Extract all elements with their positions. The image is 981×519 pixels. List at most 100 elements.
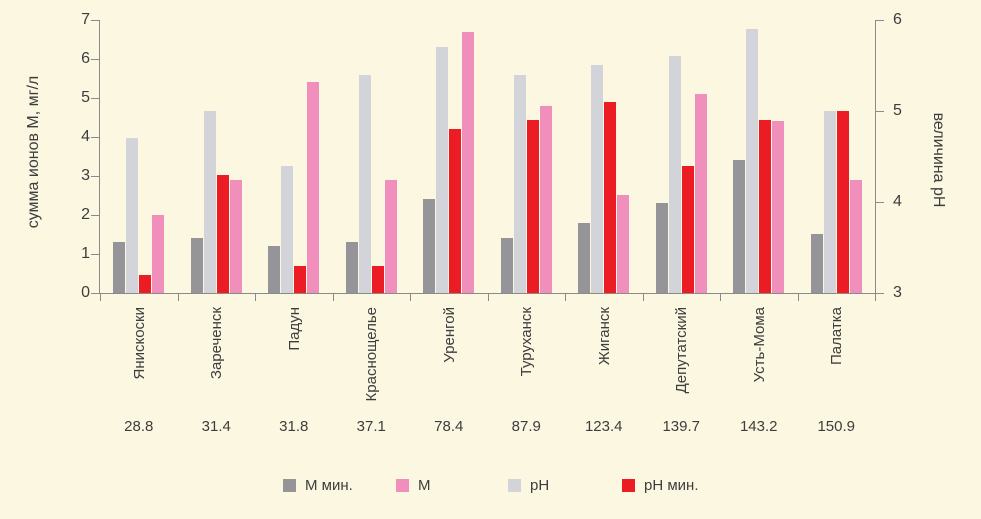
bar-ph-мин (294, 266, 307, 293)
bar-ph-мин (836, 111, 849, 293)
category-value: 31.4 (201, 418, 231, 435)
right-axis-tick-label: 5 (893, 102, 902, 119)
x-axis-tick (332, 294, 334, 301)
bar-ph-мин (604, 102, 617, 293)
bar-group-депутатский (643, 20, 721, 293)
bar-м (307, 82, 320, 293)
bar-м (384, 180, 397, 293)
bar-м (539, 106, 552, 293)
bar-ph (126, 138, 139, 293)
bar-ph (358, 75, 371, 293)
legend-swatch-м (396, 479, 409, 492)
x-axis-tick (642, 294, 644, 301)
right-axis-tick-label: 6 (893, 11, 902, 28)
right-axis-tick-label: 4 (893, 193, 902, 210)
bar-ph (591, 65, 604, 293)
x-axis-tick (177, 294, 179, 301)
legend-swatch-ph-мин (622, 479, 635, 492)
bar-group-падун (255, 20, 333, 293)
bar-group-туруханск (488, 20, 566, 293)
bar-ph-мин (759, 120, 772, 293)
legend-item-м-мин: М мин. (283, 477, 353, 494)
left-axis-tick (91, 98, 99, 99)
bar-ph (513, 75, 526, 293)
left-axis-tick-label: 2 (81, 206, 90, 223)
right-axis-tick (876, 202, 884, 203)
bar-м-мин (190, 238, 203, 293)
category-label-туруханск: Туруханск (518, 307, 536, 377)
bar-м-мин (578, 223, 591, 293)
bar-м (152, 215, 165, 293)
x-axis-tick (565, 294, 566, 301)
bar-м (229, 180, 242, 293)
bar-м (617, 195, 630, 293)
bar-м-мин (655, 203, 668, 293)
x-axis-tick (797, 294, 799, 301)
left-axis-tick (91, 215, 99, 216)
bar-ph-мин (526, 120, 539, 293)
x-axis-tick (875, 294, 876, 301)
left-axis-tick-label: 3 (81, 167, 90, 184)
legend-label: pH мин. (644, 477, 699, 494)
bar-ph-мин (681, 166, 694, 293)
category-value: 139.7 (662, 418, 701, 435)
bar-м (849, 180, 862, 293)
bar-ph (281, 166, 294, 293)
category-label-зареченск: Зареченск (208, 307, 226, 380)
right-axis-title: величина pH (930, 112, 947, 208)
legend-swatch-м-мин (283, 479, 296, 492)
x-axis-tick (487, 294, 489, 301)
category-value: 31.8 (279, 418, 309, 435)
bar-м-мин (113, 242, 126, 293)
left-axis-tick (91, 254, 99, 255)
category-label-падун: Падун (285, 307, 303, 351)
bar-м (694, 94, 707, 293)
category-label-жиганск: Жиганск (595, 307, 613, 366)
right-y-axis-line (875, 20, 876, 301)
legend-item-м: М (396, 477, 431, 494)
left-y-axis-line (99, 20, 100, 294)
category-value: 78.4 (434, 418, 464, 435)
bar-ph (668, 56, 681, 293)
legend-label: М (418, 477, 431, 494)
x-axis-tick (100, 294, 101, 301)
bar-group-зареченск (178, 20, 256, 293)
legend-label: М мин. (305, 477, 353, 494)
legend-label: pH (530, 477, 550, 494)
legend-swatch-ph (508, 479, 521, 492)
left-axis-tick-label: 5 (81, 89, 90, 106)
bar-м (772, 121, 785, 293)
bar-ph-мин (449, 129, 462, 293)
category-value: 150.9 (817, 418, 856, 435)
bar-ph (203, 111, 216, 293)
bar-м (462, 32, 475, 293)
left-axis-tick-label: 4 (81, 128, 90, 145)
legend-item-ph-мин: pH мин. (622, 477, 699, 494)
bar-group-палатка (798, 20, 876, 293)
plot-area (91, 20, 884, 301)
bar-м-мин (500, 238, 513, 293)
left-axis-tick (91, 176, 99, 177)
bar-ph (823, 111, 836, 293)
right-axis-tick (876, 20, 884, 21)
category-label-усть-мома: Усть-Мома (750, 307, 768, 383)
bar-group-уренгой (410, 20, 488, 293)
bar-ph-мин (216, 175, 229, 293)
bar-ph-мин (371, 266, 384, 293)
right-axis-tick (876, 111, 884, 112)
bar-м-мин (423, 199, 436, 293)
bar-ph (436, 47, 449, 293)
right-axis-tick (876, 293, 884, 294)
category-label-палатка: Палатка (828, 307, 846, 365)
bar-м-мин (345, 242, 358, 293)
bar-м-мин (810, 234, 823, 293)
x-axis-tick (720, 294, 721, 301)
bar-group-краснощелье (333, 20, 411, 293)
bar-group-усть-мома (720, 20, 798, 293)
left-axis-tick (91, 20, 99, 21)
bar-ph (746, 29, 759, 293)
category-label-уренгой: Уренгой (440, 307, 458, 363)
category-value: 123.4 (584, 418, 623, 435)
